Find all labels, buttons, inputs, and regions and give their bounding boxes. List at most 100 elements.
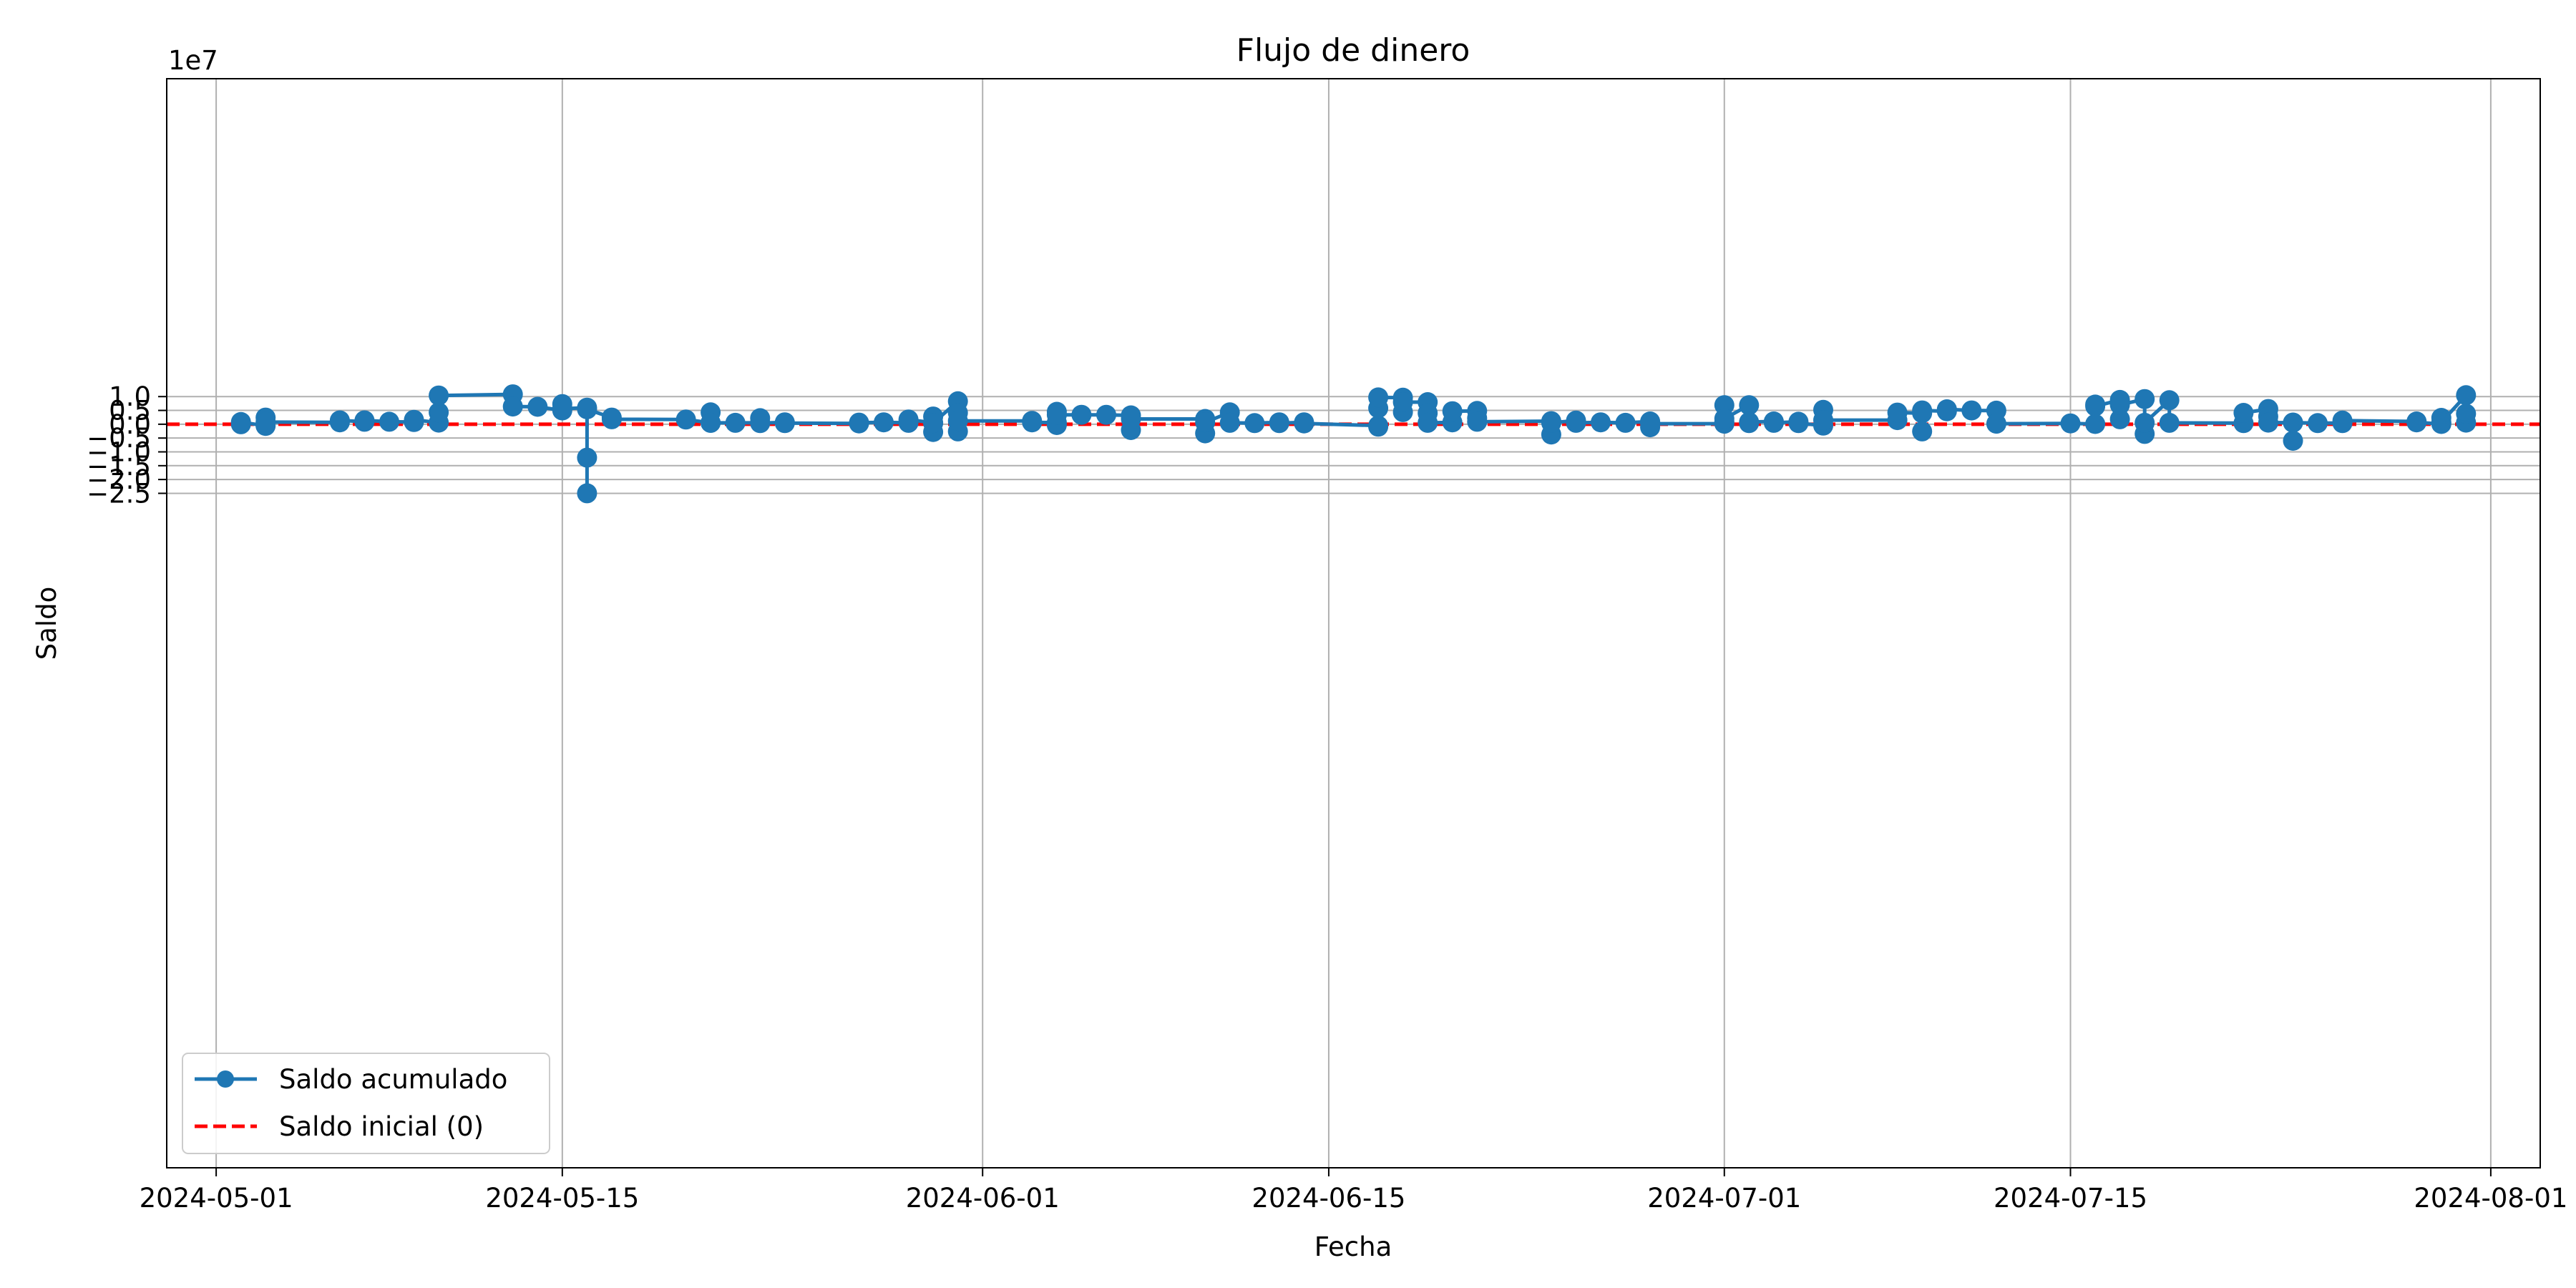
y-tick-label: 0.5	[109, 396, 151, 426]
legend-label-saldo-acumulado: Saldo acumulado	[279, 1064, 507, 1095]
data-point	[1714, 409, 1735, 429]
data-point	[1368, 387, 1389, 408]
data-point	[2159, 412, 2180, 433]
data-point	[774, 413, 795, 434]
data-point	[230, 411, 251, 432]
data-point	[849, 412, 869, 433]
y-tick-label: −1.0	[87, 436, 151, 467]
data-point	[2258, 412, 2278, 433]
data-point	[1739, 411, 1760, 432]
data-point	[1887, 402, 1908, 423]
data-point	[1912, 421, 1933, 441]
y-tick-label: −1.5	[87, 451, 151, 482]
data-point	[502, 396, 523, 417]
legend: Saldo acumulado Saldo inicial (0)	[182, 1053, 550, 1154]
x-tick-label: 2024-06-01	[906, 1183, 1060, 1214]
x-tick-label: 2024-08-01	[2414, 1183, 2567, 1214]
plot-area-background	[167, 79, 2540, 1168]
data-point	[2283, 412, 2303, 433]
x-tick-label: 2024-07-01	[1647, 1183, 1801, 1214]
x-tick-label: 2024-07-15	[1994, 1183, 2147, 1214]
x-tick-label: 2024-05-01	[140, 1183, 293, 1214]
data-point	[2283, 431, 2303, 451]
data-point	[1392, 392, 1413, 412]
data-point	[379, 411, 399, 432]
axis-ticks: 2024-05-01 2024-05-15 2024-06-01 2024-06-15…	[87, 381, 2567, 1214]
data-point	[2085, 396, 2106, 416]
data-point	[725, 412, 746, 433]
data-point	[1219, 412, 1240, 433]
data-point	[577, 447, 597, 468]
data-point	[2308, 413, 2328, 434]
data-point	[1195, 412, 1216, 433]
data-point	[1961, 400, 1982, 421]
y-tick-label: 1.0	[109, 381, 151, 412]
data-point	[701, 412, 721, 433]
data-point	[1591, 412, 1611, 433]
data-point	[2135, 412, 2155, 433]
y-tick-label: 0.0	[109, 409, 151, 440]
y-tick-label: −0.5	[87, 423, 151, 454]
x-tick-label: 2024-06-15	[1252, 1183, 1405, 1214]
data-point	[1096, 404, 1116, 425]
x-axis-label: Fecha	[1314, 1231, 1392, 1262]
data-point	[675, 409, 696, 430]
data-point	[2109, 394, 2130, 415]
data-point	[2431, 412, 2451, 433]
data-point	[1615, 412, 1636, 433]
data-point	[404, 409, 424, 430]
y-axis-label: Saldo	[31, 587, 62, 660]
data-point	[354, 410, 375, 431]
data-point	[1912, 400, 1933, 421]
data-point	[527, 396, 548, 417]
data-point	[1071, 404, 1092, 425]
data-point	[1566, 412, 1586, 433]
data-point	[1763, 412, 1784, 433]
data-point	[601, 409, 622, 429]
plot-area-frame	[166, 78, 2541, 1169]
data-point	[898, 409, 919, 430]
data-point	[255, 411, 276, 432]
data-point	[429, 402, 449, 423]
data-point	[1244, 413, 1265, 434]
data-point	[2456, 404, 2477, 424]
data-point	[1121, 409, 1141, 429]
data-point	[750, 413, 771, 434]
data-point	[923, 413, 944, 434]
data-point	[1936, 399, 1957, 419]
data-point	[1788, 413, 1809, 434]
data-point	[2085, 414, 2106, 434]
data-point	[1640, 414, 1661, 434]
y-tick-label: −2.5	[87, 478, 151, 509]
saldo-series	[230, 384, 2477, 504]
data-point	[1418, 412, 1438, 433]
data-point	[1541, 412, 1561, 433]
legend-marker-saldo-acumulado	[217, 1070, 234, 1088]
data-point	[1442, 401, 1463, 421]
data-point	[1294, 413, 1314, 434]
data-point	[947, 411, 968, 431]
data-point	[2159, 390, 2180, 411]
chart-title: Flujo de dinero	[1236, 32, 1470, 69]
data-point	[577, 399, 597, 419]
data-point	[2060, 413, 2081, 434]
data-point	[1813, 410, 1833, 431]
y-tick-label: −2.0	[87, 464, 151, 495]
data-point	[1046, 404, 1067, 425]
legend-label-saldo-inicial: Saldo inicial (0)	[279, 1111, 484, 1142]
data-point	[329, 410, 350, 431]
data-point	[2135, 389, 2155, 409]
legend-box	[182, 1053, 550, 1154]
data-point	[2456, 385, 2477, 406]
data-point	[874, 412, 894, 433]
data-point	[429, 385, 449, 406]
data-point	[1739, 395, 1760, 416]
data-point	[1467, 411, 1488, 432]
data-point	[2406, 412, 2427, 433]
data-point	[552, 399, 572, 419]
data-point	[1269, 413, 1289, 434]
data-point	[2233, 403, 2254, 423]
y-axis-multiplier: 1e7	[168, 45, 218, 76]
x-tick-label: 2024-05-15	[485, 1183, 639, 1214]
data-point	[1022, 412, 1043, 433]
